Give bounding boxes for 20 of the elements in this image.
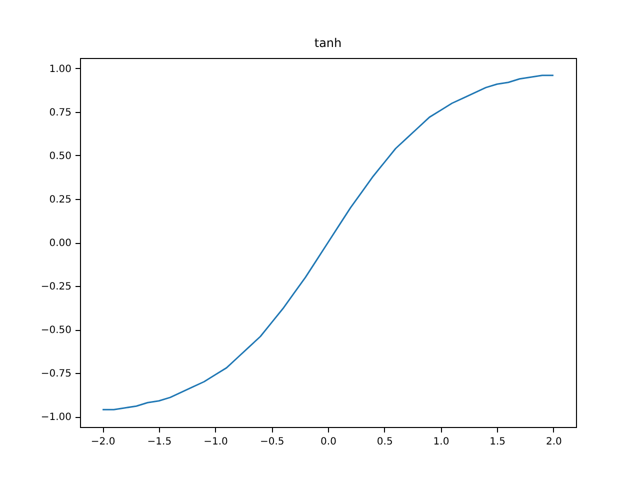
x-tick-label: −1.0 [204,436,228,448]
y-tick-label: 0.50 [49,150,72,162]
y-tick-label: 0.25 [49,194,72,206]
line-series [102,74,554,410]
x-tick-label: 1.0 [433,436,450,448]
y-tick-label: −0.50 [40,325,72,336]
x-tick-label: 2.0 [546,436,562,448]
y-tick-label: −1.00 [40,412,72,424]
x-tick-label: −0.5 [260,436,284,448]
y-tick-label: 0.00 [49,238,72,249]
x-tick-label: 0.5 [376,436,393,448]
y-tick-label: −0.75 [40,368,72,380]
x-tick-label: 0.0 [320,436,336,448]
y-tick-label: −0.25 [40,282,72,293]
x-tick-label: 1.5 [490,436,506,448]
y-tick-label: 1.00 [49,64,72,75]
x-tick-label: −2.0 [90,436,116,448]
y-tick-label: 0.75 [49,107,72,118]
chart-title: tanh [314,36,342,50]
x-tick-label: −1.5 [147,436,172,448]
